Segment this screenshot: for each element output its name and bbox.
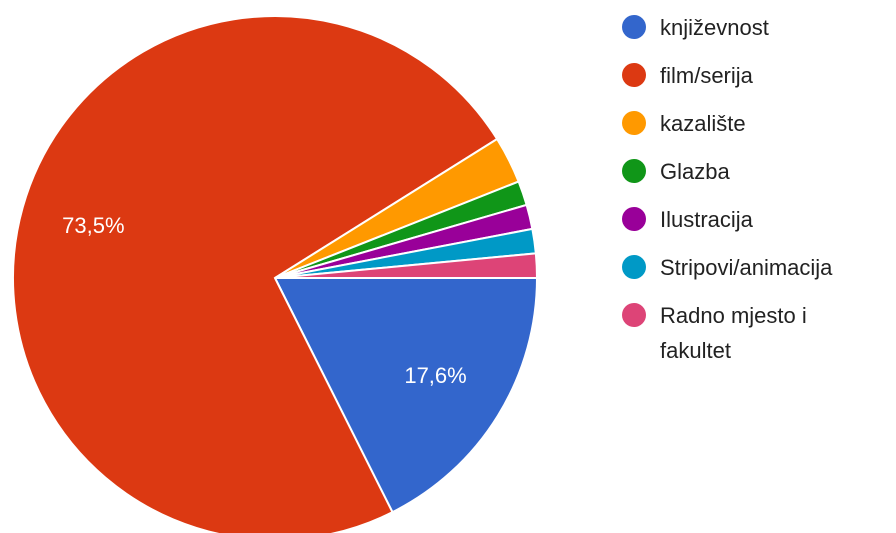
legend-swatch	[622, 303, 646, 327]
legend-label: Stripovi/animacija	[660, 255, 833, 280]
legend-label: književnost	[660, 15, 769, 40]
pie-slice	[273, 277, 539, 514]
legend-label: kazalište	[660, 111, 746, 136]
legend-swatch	[622, 207, 646, 231]
legend-swatch	[622, 159, 646, 183]
legend-swatch	[622, 63, 646, 87]
legend-item: kazalište	[622, 106, 860, 141]
legend-swatch	[622, 111, 646, 135]
slice-label: 73,5%	[62, 213, 124, 238]
legend-item: Glazba	[622, 154, 860, 189]
legend-label: film/serija	[660, 63, 753, 88]
legend-item: Radno mjesto i fakultet	[622, 298, 860, 368]
legend-item: književnost	[622, 10, 860, 45]
legend-swatch	[622, 255, 646, 279]
legend-label: Glazba	[660, 159, 730, 184]
legend-item: Ilustracija	[622, 202, 860, 237]
legend-item: Stripovi/animacija	[622, 250, 860, 285]
legend-label: Radno mjesto i fakultet	[660, 303, 807, 363]
slice-label: 17,6%	[404, 363, 466, 388]
pie-area: 17,6% 73,5%	[12, 15, 539, 533]
legend: književnost film/serija kazalište Glazba Ilu…	[622, 10, 860, 381]
pie-slice	[274, 252, 539, 279]
legend-item: film/serija	[622, 58, 860, 93]
legend-label: Ilustracija	[660, 207, 753, 232]
legend-swatch	[622, 15, 646, 39]
